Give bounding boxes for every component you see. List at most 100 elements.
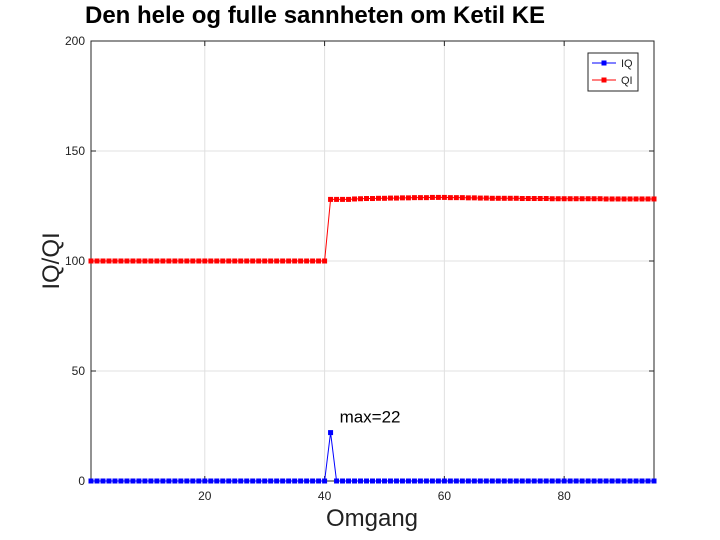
legend-label: QI (621, 75, 633, 87)
series-qi-point (148, 258, 154, 264)
series-qi-point (501, 195, 507, 201)
series-qi-point (651, 196, 657, 202)
x-tick-label: 20 (198, 489, 212, 503)
series-qi-point (549, 196, 555, 202)
series-iq-point (88, 478, 94, 484)
legend[interactable]: IQ QI (587, 52, 639, 92)
annotations: max=22 (340, 408, 401, 427)
series-qi-point (591, 196, 597, 202)
y-tick-label: 50 (72, 364, 86, 378)
series-qi-point (262, 258, 268, 264)
series-qi-point (411, 195, 417, 201)
series-iq-point (645, 478, 651, 484)
legend-item-qi[interactable]: QI (592, 75, 633, 87)
series-iq-point (226, 478, 232, 484)
series-group (88, 194, 657, 484)
series-iq-point (304, 478, 310, 484)
y-axis-label: IQ/QI (38, 232, 65, 289)
series-iq-point (298, 478, 304, 484)
series-iq-point (507, 478, 513, 484)
series-qi-point (94, 258, 100, 264)
series-iq-point (220, 478, 226, 484)
series-iq-point (597, 478, 603, 484)
series-iq (88, 430, 657, 484)
series-iq-point (190, 478, 196, 484)
series-qi-point (160, 258, 166, 264)
series-qi-point (537, 196, 543, 202)
series-iq-point (549, 478, 555, 484)
series-qi-point (328, 196, 334, 202)
series-iq-point (567, 478, 573, 484)
series-iq-point (316, 478, 322, 484)
series-iq-point (124, 478, 130, 484)
series-qi-point (136, 258, 142, 264)
series-iq-point (525, 478, 531, 484)
series-qi-point (513, 195, 519, 201)
series-iq-point (579, 478, 585, 484)
series-iq-point (346, 478, 352, 484)
series-iq-point (591, 478, 597, 484)
series-iq-point (471, 478, 477, 484)
series-qi-point (274, 258, 280, 264)
series-qi-point (453, 195, 459, 201)
series-iq-point (393, 478, 399, 484)
series-iq-point (118, 478, 124, 484)
y-tick-label: 200 (65, 34, 85, 48)
series-qi-point (334, 196, 340, 202)
series-iq-point (280, 478, 286, 484)
series-iq-point (381, 478, 387, 484)
series-iq-point (358, 478, 364, 484)
y-tick-label: 150 (65, 144, 85, 158)
series-qi-point (124, 258, 130, 264)
series-iq-point (238, 478, 244, 484)
series-qi-point (172, 258, 178, 264)
series-iq-point (154, 478, 160, 484)
series-iq-point (268, 478, 274, 484)
series-iq-point (178, 478, 184, 484)
legend-label: IQ (621, 58, 633, 70)
series-iq-point (513, 478, 519, 484)
series-qi-point (304, 258, 310, 264)
series-qi-point (627, 196, 633, 202)
series-iq-point (495, 478, 501, 484)
series-iq-point (435, 478, 441, 484)
series-qi-point (387, 195, 393, 201)
series-iq-point (352, 478, 358, 484)
x-tick-label: 80 (557, 489, 571, 503)
series-iq-point (292, 478, 298, 484)
series-iq-point (112, 478, 118, 484)
series-qi-point (310, 258, 316, 264)
series-iq-point (106, 478, 112, 484)
series-qi-point (423, 195, 429, 201)
series-qi-point (603, 196, 609, 202)
series-qi-point (531, 196, 537, 202)
series-qi-point (364, 196, 370, 202)
series-qi-point (256, 258, 262, 264)
series-iq-point (447, 478, 453, 484)
series-qi-point (250, 258, 256, 264)
series-iq-point (543, 478, 549, 484)
series-qi-point (190, 258, 196, 264)
series-qi-point (88, 258, 94, 264)
series-iq-point (627, 478, 633, 484)
series-iq-point (639, 478, 645, 484)
series-iq-point (465, 478, 471, 484)
series-iq-point (477, 478, 483, 484)
series-iq-point (555, 478, 561, 484)
x-tick-label: 40 (318, 489, 332, 503)
chart-title: Den hele og fulle sannheten om Ketil KE (85, 2, 545, 29)
series-qi-point (196, 258, 202, 264)
series-iq-point (214, 478, 220, 484)
series-iq-point (142, 478, 148, 484)
series-iq-point (375, 478, 381, 484)
series-iq-point (202, 478, 208, 484)
series-qi-point (483, 195, 489, 201)
series-iq-point (489, 478, 495, 484)
series-iq-point (519, 478, 525, 484)
legend-item-iq[interactable]: IQ (592, 58, 633, 70)
series-iq-point (322, 478, 328, 484)
series-iq-point (429, 478, 435, 484)
series-iq-point (417, 478, 423, 484)
series-qi-point (519, 196, 525, 202)
series-iq-point (405, 478, 411, 484)
